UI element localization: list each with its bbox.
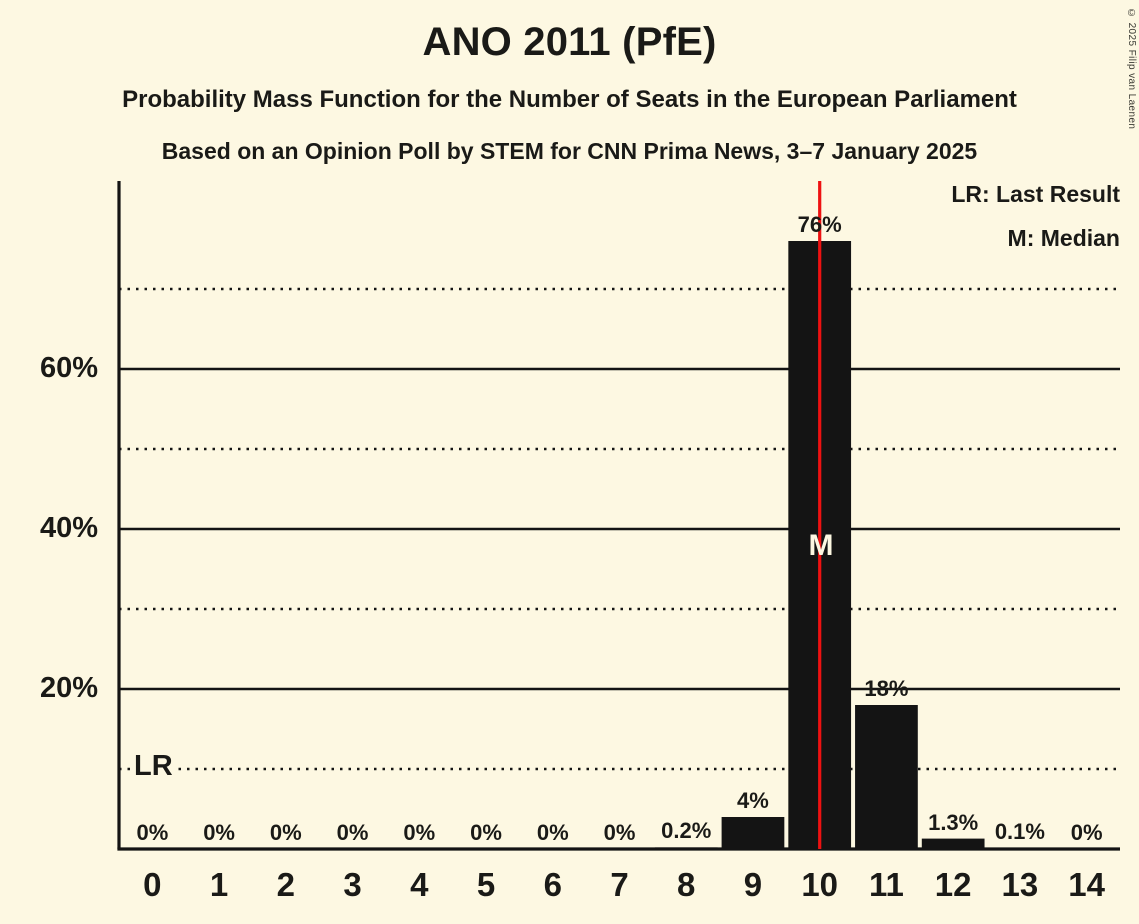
chart-subtitle-source: Based on an Opinion Poll by STEM for CNN… (161, 138, 978, 164)
x-axis-tick-7: 7 (610, 866, 629, 903)
bar-value-label-11: 18% (864, 676, 909, 701)
x-axis-tick-2: 2 (276, 866, 296, 903)
x-axis-tick-1: 1 (209, 866, 229, 903)
page-title: ANO 2011 (PfE) (422, 20, 717, 64)
x-axis-tick-14: 14 (1068, 866, 1105, 903)
x-axis-tick-8: 8 (677, 866, 696, 903)
bar-11 (855, 705, 918, 849)
bar-value-label-4: 0% (403, 820, 436, 845)
bar-value-label-14: 0% (1070, 820, 1103, 845)
legend-item-last-result: LR: Last Result (951, 181, 1120, 207)
axes-group (117, 181, 1120, 851)
y-axis-tick-60%: 60% (39, 352, 98, 384)
bar-value-label-8: 0.2% (661, 818, 712, 844)
bar-value-label-1: 0% (203, 820, 235, 845)
x-axis-tick-12: 12 (934, 866, 972, 903)
bar-value-label-13: 0.1% (994, 819, 1045, 845)
x-axis-tick-13: 13 (1001, 866, 1039, 903)
bar-value-label-12: 1.3% (928, 809, 979, 835)
bar-value-label-0: 0% (136, 820, 169, 845)
chart-header: ANO 2011 (PfE) Probability Mass Function… (0, 0, 1139, 178)
x-axis-tick-10: 10 (801, 866, 839, 903)
x-axis-tick-3: 3 (343, 866, 362, 903)
x-axis-tick-9: 9 (743, 866, 763, 903)
legend-item-median: M: Median (1007, 225, 1120, 251)
bar-value-label-9: 4% (737, 788, 769, 813)
bars-group (654, 241, 1052, 849)
x-axis-tick-6: 6 (543, 866, 562, 903)
bar-value-label-2: 0% (269, 820, 302, 845)
bar-value-label-7: 0% (603, 820, 636, 845)
bar-value-label-5: 0% (470, 820, 502, 845)
gridlines-group (119, 287, 1120, 771)
copyright-notice: © 2025 Filip van Laenen (1126, 8, 1137, 130)
bar-9 (721, 817, 785, 849)
y-axis-tick-20%: 20% (39, 672, 98, 704)
bar-value-label-3: 0% (336, 820, 369, 845)
bar-value-label-6: 0% (536, 820, 569, 845)
bar-12 (921, 838, 985, 849)
x-axis-tick-0: 0 (143, 866, 162, 903)
chart-legend: LR: Last Result M: Median (951, 183, 1120, 271)
last-result-marker-label: LR (131, 752, 176, 781)
x-axis-tick-11: 11 (868, 866, 904, 903)
chart-subtitle-primary: Probability Mass Function for the Number… (122, 86, 1017, 113)
x-axis-tick-4: 4 (410, 866, 429, 903)
x-axis-tick-5: 5 (476, 866, 496, 903)
y-axis-tick-40%: 40% (39, 512, 98, 544)
bar-value-label-10: 76% (797, 212, 842, 237)
median-marker-label: M (808, 529, 834, 562)
